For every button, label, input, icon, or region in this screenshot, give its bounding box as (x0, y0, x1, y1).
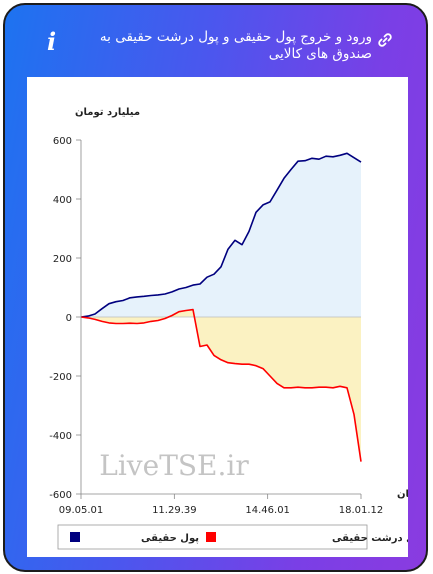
y-tick-label: 200 (53, 254, 72, 265)
x-tick-label: 14.46.01 (245, 505, 290, 516)
y-tick-label: -200 (49, 372, 72, 383)
y-tick-label: 400 (53, 195, 72, 206)
link-icon[interactable] (377, 32, 393, 48)
chart-svg: 600 400 200 0 -200 -400 -600 09.05.01 11.29.39 1… (49, 107, 425, 550)
legend-swatch-big-real-money (206, 532, 216, 542)
x-tick-label: 18.01.12 (339, 505, 384, 516)
chart-title: ورود و خروج پول حقیقی و پول درشت حقیقی ب… (99, 29, 372, 62)
info-icon[interactable]: i (47, 27, 57, 56)
card-header: i ورود و خروج پول حقیقی و پول درشت حقیقی… (5, 5, 426, 80)
y-tick-label: 600 (53, 136, 72, 147)
legend-label-big-real-money: پول درشت حقیقی (332, 533, 408, 544)
legend-item-real-money[interactable]: پول حقیقی (70, 532, 199, 544)
x-tick-label: 11.29.39 (152, 505, 197, 516)
chart-panel: 600 400 200 0 -200 -400 -600 09.05.01 11.29.39 1… (27, 77, 425, 557)
y-tick-label: -400 (49, 431, 72, 442)
series-line-big-real-money (80, 308, 362, 462)
y-tick-label: -600 (49, 490, 72, 501)
legend-item-big-real-money[interactable]: پول درشت حقیقی (206, 532, 425, 544)
area-real-money (81, 153, 361, 317)
x-tick-label: 09.05.01 (59, 505, 104, 516)
x-axis-label: زمان (397, 489, 408, 500)
watermark: LiveTSE.ir (99, 449, 249, 482)
chart-card: i ورود و خروج پول حقیقی و پول درشت حقیقی… (3, 3, 428, 572)
legend-label-real-money: پول حقیقی (141, 533, 199, 544)
y-axis-label: میلیارد تومان (75, 107, 140, 118)
series-line-real-money (80, 152, 362, 318)
legend-swatch-real-money (70, 532, 80, 542)
y-tick-label: 0 (66, 313, 72, 324)
area-big-real-money (81, 309, 361, 462)
